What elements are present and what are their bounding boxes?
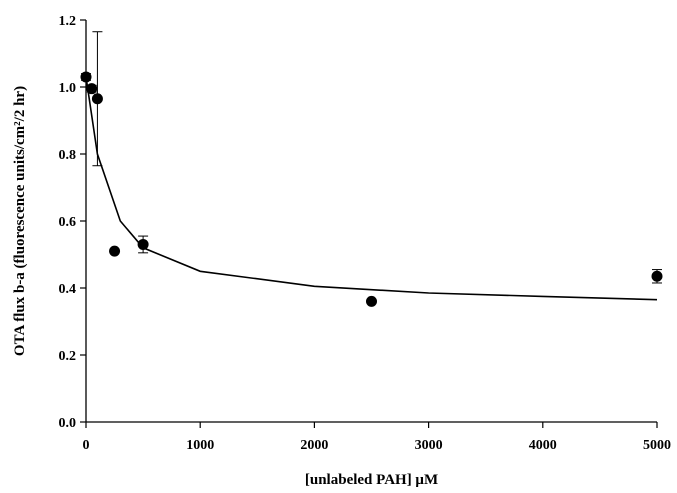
data-point	[366, 295, 377, 307]
y-tick-label: 1.2	[59, 14, 77, 29]
y-tick-label: 0.0	[59, 416, 77, 431]
y-axis-title: OTA flux b-a (fluorescence units/cm²/2 h…	[12, 86, 28, 356]
x-tick-label: 5000	[643, 438, 671, 453]
y-tick-label: 0.2	[59, 349, 77, 364]
ticks: 0.0 0.2 0.4 0.6 0.8 1.0 1.2 0 1000 2000 3000 4000 50…	[59, 14, 672, 453]
y-tick-label: 0.8	[59, 148, 77, 163]
x-tick-label: 0	[83, 438, 90, 453]
data-point	[91, 93, 103, 105]
data-point	[109, 245, 121, 257]
data-point	[137, 238, 149, 250]
x-tick-label: 3000	[415, 438, 443, 453]
fit-curve-line	[85, 76, 658, 301]
y-tick-label: 0.4	[59, 282, 77, 297]
x-tick-label: 4000	[529, 438, 557, 453]
x-tick-label: 1000	[186, 438, 214, 453]
data-point	[86, 83, 98, 95]
data-points-group	[80, 31, 663, 307]
fit-curve-group	[85, 76, 658, 301]
data-point	[80, 71, 92, 83]
axes	[85, 20, 657, 423]
x-tick-label: 2000	[300, 438, 328, 453]
y-tick-label: 0.6	[59, 215, 77, 230]
y-tick-label: 1.0	[59, 81, 77, 96]
x-axis-title: [unlabeled PAH] μM	[305, 472, 438, 488]
data-point	[651, 270, 663, 282]
